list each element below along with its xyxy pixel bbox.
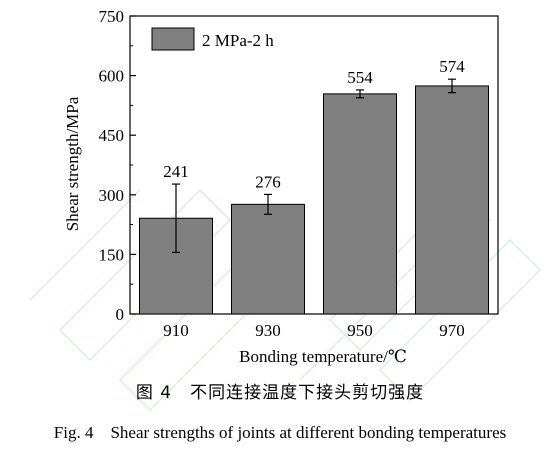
- legend-label: 2 MPa-2 h: [202, 31, 274, 50]
- y-tick-label: 750: [99, 7, 125, 26]
- bar-series: [139, 85, 489, 315]
- y-tick-label: 600: [99, 67, 125, 86]
- data-label-970: 574: [439, 57, 465, 76]
- y-axis: 0 150 300 450 600 750: [99, 7, 136, 324]
- x-tick-label: 930: [255, 321, 281, 340]
- y-tick-label: 450: [99, 126, 125, 145]
- legend: 2 MPa-2 h: [151, 27, 274, 51]
- x-tick-label: 950: [347, 321, 373, 340]
- error-bars: [172, 78, 456, 254]
- data-label-930: 276: [255, 172, 281, 191]
- y-axis-label: Shear strength/MPa: [63, 96, 82, 231]
- bar-950: [323, 93, 397, 315]
- data-labels: 241 276 554 574: [163, 57, 465, 191]
- x-tick-label: 910: [163, 321, 189, 340]
- figure-caption-chinese: 图 4 不同连接温度下接头剪切强度: [135, 383, 425, 403]
- data-label-910: 241: [163, 162, 189, 181]
- x-axis: 910 930 950 970: [163, 308, 465, 340]
- bar-chart: 0 150 300 450 600 750 910 930 950 970 241 276 554 5…: [63, 7, 499, 366]
- y-tick-label: 300: [99, 186, 125, 205]
- y-tick-label: 150: [99, 245, 125, 264]
- bar-970: [415, 85, 489, 315]
- legend-swatch: [151, 27, 195, 51]
- x-axis-label: Bonding temperature/℃: [239, 347, 407, 366]
- x-tick-label: 970: [439, 321, 465, 340]
- data-label-950: 554: [347, 68, 373, 87]
- figure-caption-english: Fig. 4 Shear strengths of joints at diff…: [53, 423, 507, 442]
- y-tick-label: 0: [116, 305, 125, 324]
- bar-930: [231, 203, 305, 315]
